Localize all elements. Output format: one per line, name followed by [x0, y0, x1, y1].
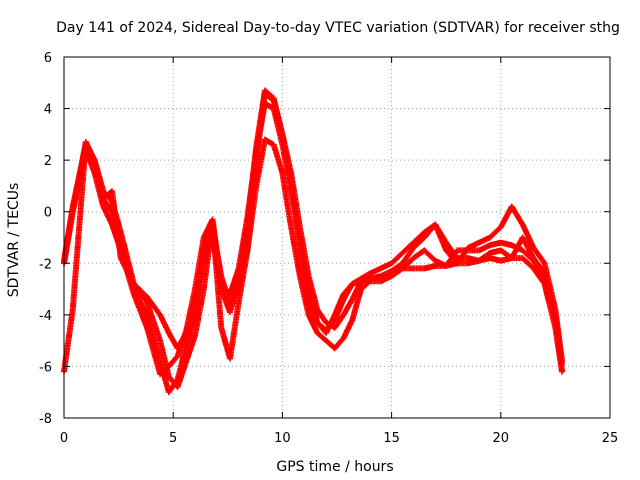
x-tick-label: 15 — [383, 431, 400, 446]
y-tick-label: 6 — [44, 51, 52, 66]
axis-ticks: 0 5 10 15 20 25 -8 -6 -4 -2 0 2 4 6 — [39, 51, 618, 446]
x-tick-label: 10 — [274, 431, 291, 446]
plot-area-border — [63, 56, 611, 419]
y-tick-label: 2 — [44, 154, 52, 169]
x-tick-label: 20 — [493, 431, 510, 446]
x-axis-label: GPS time / hours — [276, 459, 393, 475]
data-series-day-3 — [61, 87, 565, 396]
x-tick-label: 5 — [169, 431, 177, 446]
y-tick-label: 4 — [44, 103, 52, 118]
data-points — [61, 87, 565, 396]
x-tick-label: 25 — [602, 431, 619, 446]
y-axis-label: SDTVAR / TECUs — [6, 183, 22, 298]
y-tick-label: -6 — [39, 360, 52, 375]
y-tick-label: -4 — [39, 309, 52, 324]
chart-title: Day 141 of 2024, Sidereal Day-to-day VTE… — [56, 20, 620, 36]
y-tick-label: -2 — [39, 257, 52, 272]
data-point-marks — [61, 87, 565, 396]
y-tick-label: 0 — [44, 206, 52, 221]
x-tick-label: 0 — [60, 431, 68, 446]
y-tick-label: -8 — [39, 412, 52, 427]
